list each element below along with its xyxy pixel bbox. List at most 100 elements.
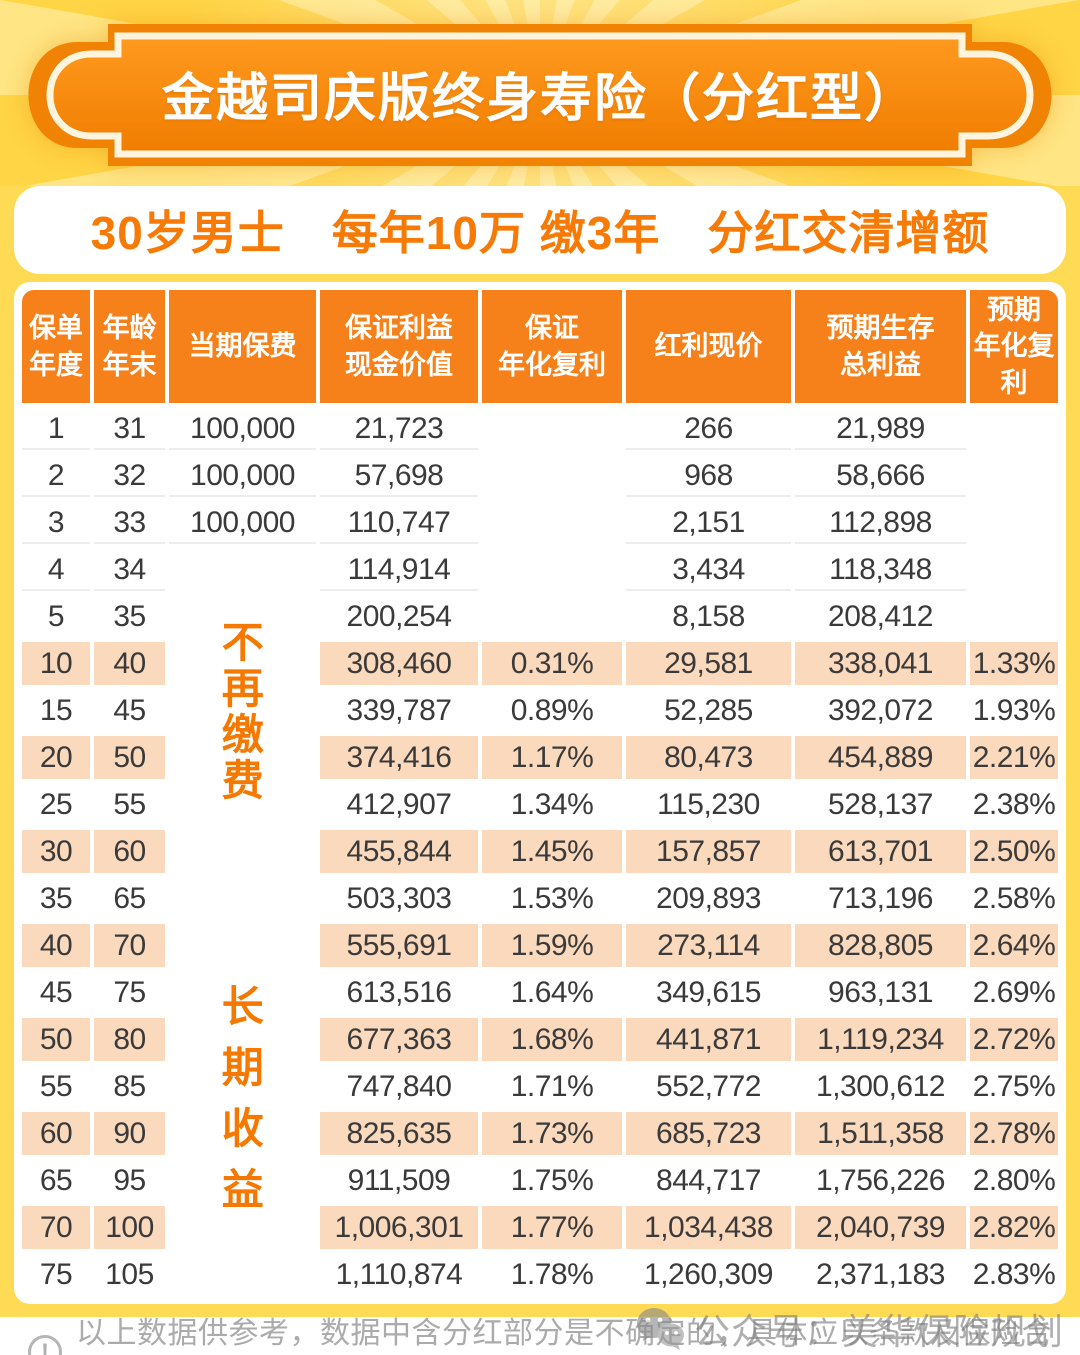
cell-age: 60 [94,830,165,874]
cell-dividend-value: 273,114 [626,924,791,968]
cell-premium: 100,000 [169,407,316,451]
cell-age: 105 [94,1253,165,1297]
cell-age: 55 [94,783,165,827]
cell-age: 35 [94,595,165,639]
cell-expected-total-benefit: 1,756,226 [795,1159,966,1203]
cell-policy-year: 4 [22,548,90,592]
cell-policy-year: 25 [22,783,90,827]
cell-policy-year: 20 [22,736,90,780]
cell-age: 34 [94,548,165,592]
cell-guaranteed-cash-value: 339,787 [320,689,478,733]
cell-expected-irr: 1.33% [970,642,1058,686]
cell-dividend-value: 52,285 [626,689,791,733]
table-row: 5 35 200,254 8,158 208,412 [22,595,1058,639]
cell-expected-irr: 2.82% [970,1206,1058,1250]
cell-expected-total-benefit: 1,511,358 [795,1112,966,1156]
cell-expected-irr: 2.38% [970,783,1058,827]
disclaimer-text: 以上数据供参考，数据中含分红部分是不确定的，具体应以条款及保险合同为准。 [76,1317,1052,1351]
cell-expected-total-benefit: 338,041 [795,642,966,686]
cell-guaranteed-irr: 1.34% [482,783,622,827]
cell-guaranteed-irr: 1.73% [482,1112,622,1156]
cell-expected-irr: 2.64% [970,924,1058,968]
cell-expected-total-benefit: 21,989 [795,407,966,451]
table-row: 55 85 747,840 1.71% 552,772 1,300,612 2.75% [22,1065,1058,1109]
cell-guaranteed-cash-value: 911,509 [320,1159,478,1203]
cell-dividend-value: 157,857 [626,830,791,874]
cell-expected-total-benefit: 613,701 [795,830,966,874]
cell-premium: 100,000 [169,454,316,498]
header-cell-5: 红利现价 [626,290,791,404]
cell-expected-total-benefit: 1,300,612 [795,1065,966,1109]
cell-age: 32 [94,454,165,498]
benefit-table-head: 保单 年度 年龄 年末 当期保费 保证利益 现金价值 保证 年化复利 红利现价 预期生存 总利益 预期年… [22,290,1058,404]
cell-age: 85 [94,1065,165,1109]
cell-guaranteed-cash-value: 747,840 [320,1065,478,1109]
cell-policy-year: 60 [22,1112,90,1156]
cell-policy-year: 55 [22,1065,90,1109]
cell-guaranteed-cash-value: 455,844 [320,830,478,874]
cell-dividend-value: 1,034,438 [626,1206,791,1250]
cell-guaranteed-cash-value: 613,516 [320,971,478,1015]
cell-policy-year: 30 [22,830,90,874]
premium-note-cell: 不再缴费长期收益 [169,548,316,1297]
header-cell-3: 保证利益 现金价值 [320,290,478,404]
hero-banner: 金越司庆版终身寿险（分红型） [0,0,1080,186]
case-summary-text: 30岁男士 每年10万 缴3年 分红交清增额 [90,207,990,259]
cell-expected-irr: 1.93% [970,689,1058,733]
cell-age: 80 [94,1018,165,1062]
content-area: 30岁男士 每年10万 缴3年 分红交清增额 保单 年度 年龄 年末 当期保费 保证利益现… [0,186,1080,1318]
cell-age: 100 [94,1206,165,1250]
benefit-table-container: 保单 年度 年龄 年末 当期保费 保证利益 现金价值 保证 年化复利 红利现价 预期生存 总利益 预期年… [14,282,1066,1305]
cell-expected-total-benefit: 2,040,739 [795,1206,966,1250]
table-row: 2 32 100,000 57,698 968 58,666 [22,454,1058,498]
cell-expected-total-benefit: 528,137 [795,783,966,827]
cell-expected-irr: 2.80% [970,1159,1058,1203]
table-row: 70 100 1,006,301 1.77% 1,034,438 2,040,739 2.8… [22,1206,1058,1250]
table-row: 60 90 825,635 1.73% 685,723 1,511,358 2.78% [22,1112,1058,1156]
cell-age: 95 [94,1159,165,1203]
cell-expected-irr: 2.78% [970,1112,1058,1156]
cell-policy-year: 5 [22,595,90,639]
table-row: 30 60 455,844 1.45% 157,857 613,701 2.50% [22,830,1058,874]
cell-expected-total-benefit: 454,889 [795,736,966,780]
cell-age: 70 [94,924,165,968]
cell-guaranteed-irr: 0.89% [482,689,622,733]
cell-guaranteed-cash-value: 374,416 [320,736,478,780]
plaque-shape [28,24,1052,166]
table-row: 1 31 100,000 21,723 266 21,989 [22,407,1058,639]
case-summary-panel: 30岁男士 每年10万 缴3年 分红交清增额 [14,186,1066,274]
table-row: 10 40 308,460 0.31% 29,581 338,041 1.33% [22,642,1058,686]
cell-guaranteed-cash-value: 110,747 [320,501,478,545]
cell-dividend-value: 2,151 [626,501,791,545]
cell-policy-year: 70 [22,1206,90,1250]
table-row: 3 33 100,000 110,747 2,151 112,898 [22,501,1058,545]
table-row: 20 50 374,416 1.17% 80,473 454,889 2.21% [22,736,1058,780]
cell-expected-total-benefit: 963,131 [795,971,966,1015]
cell-guaranteed-cash-value: 1,110,874 [320,1253,478,1297]
cell-expected-total-benefit: 58,666 [795,454,966,498]
header-cell-7: 预期 年化复利 [970,290,1058,404]
cell-guaranteed-irr: 1.75% [482,1159,622,1203]
cell-policy-year: 2 [22,454,90,498]
header-cell-0: 保单 年度 [22,290,90,404]
cell-guaranteed-irr: 1.45% [482,830,622,874]
cell-guaranteed-irr: 1.78% [482,1253,622,1297]
cell-expected-irr-blank [970,407,1058,639]
cell-guaranteed-cash-value: 308,460 [320,642,478,686]
cell-guaranteed-cash-value: 21,723 [320,407,478,451]
cell-expected-irr: 2.58% [970,877,1058,921]
cell-dividend-value: 685,723 [626,1112,791,1156]
cell-guaranteed-cash-value: 503,303 [320,877,478,921]
cell-dividend-value: 1,260,309 [626,1253,791,1297]
cell-age: 40 [94,642,165,686]
table-row: 50 80 677,363 1.68% 441,871 1,119,234 2.72% [22,1018,1058,1062]
cell-expected-total-benefit: 1,119,234 [795,1018,966,1062]
cell-dividend-value: 29,581 [626,642,791,686]
cell-policy-year: 75 [22,1253,90,1297]
cell-expected-total-benefit: 208,412 [795,595,966,639]
cell-expected-total-benefit: 112,898 [795,501,966,545]
cell-guaranteed-cash-value: 57,698 [320,454,478,498]
cell-guaranteed-cash-value: 1,006,301 [320,1206,478,1250]
cell-expected-irr: 2.69% [970,971,1058,1015]
